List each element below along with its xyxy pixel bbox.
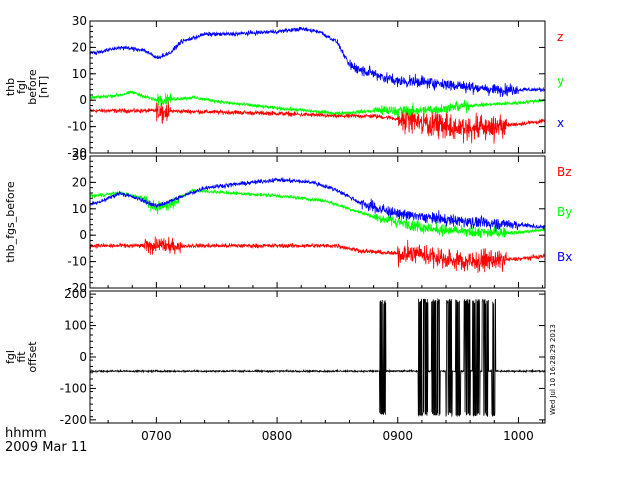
y-tick-label: 30 [72, 149, 87, 163]
y-axis-label-line: thb_fgs_before [4, 181, 17, 262]
panels-group: zyx-20-100102030thbfglbefore[nT]BzByBx-2… [4, 14, 572, 443]
y-tick-label: -20 [67, 146, 87, 160]
series-line-x [89, 26, 546, 97]
y-tick-label: -10 [67, 255, 87, 269]
legend-label-x: x [557, 116, 564, 130]
y-tick-label: 10 [72, 202, 87, 216]
legend-label-by: By [557, 205, 572, 219]
plot-timestamp: Wed Jul 10 16:28:29 2013 [549, 324, 557, 415]
panel-frame [89, 20, 546, 154]
series-line-bz [89, 236, 546, 273]
x-tick-label: 0700 [141, 429, 172, 443]
panel-frame [89, 155, 546, 289]
x-tick-label: 1000 [503, 429, 534, 443]
panel-2: Bz By Bx -20 -10 0 10 20 30 thb_fgs_before [4, 149, 572, 295]
y-tick-label: 0 [79, 228, 87, 242]
y-axis-label-line: offset [26, 341, 39, 373]
series-line-offset [89, 297, 546, 418]
y-axis-label-line: fit [15, 351, 28, 363]
y-tick-label: 0 [79, 93, 87, 107]
x-tick-label: 0900 [382, 429, 413, 443]
y-axis-label-line: thb [4, 78, 17, 96]
y-axis-label-line: [nT] [37, 76, 50, 98]
y-axis-label-line: fgl [4, 350, 17, 364]
legend-label-bz: Bz [557, 165, 572, 179]
y-tick-label: 100 [64, 319, 87, 333]
legend-label-bx: Bx [557, 250, 572, 264]
series-line-bx [89, 177, 546, 232]
x-corner-label-date: 2009 Mar 11 [5, 440, 87, 455]
y-axis-label-line: before [26, 69, 39, 105]
legend-label-y: y [557, 74, 564, 88]
series-line-z [89, 100, 546, 144]
y-tick-label: -100 [60, 381, 87, 395]
y-tick-label: -200 [60, 413, 87, 427]
y-tick-label: 200 [64, 287, 87, 301]
y-tick-label: 20 [72, 40, 87, 54]
y-tick-label: 10 [72, 67, 87, 81]
series-line-y [89, 90, 546, 118]
y-axis-label-line: fgl [15, 80, 28, 94]
y-tick-label: 30 [72, 14, 87, 28]
y-tick-label: 20 [72, 175, 87, 189]
series-line-by [89, 188, 546, 238]
y-tick-label: -20 [67, 281, 87, 295]
y-tick-label: -10 [67, 120, 87, 134]
x-tick-label: 0800 [262, 429, 293, 443]
x-corner-label-hhmm: hhmm [5, 426, 47, 441]
y-tick-label: 0 [79, 350, 87, 364]
legend-label-z: z [557, 30, 563, 44]
